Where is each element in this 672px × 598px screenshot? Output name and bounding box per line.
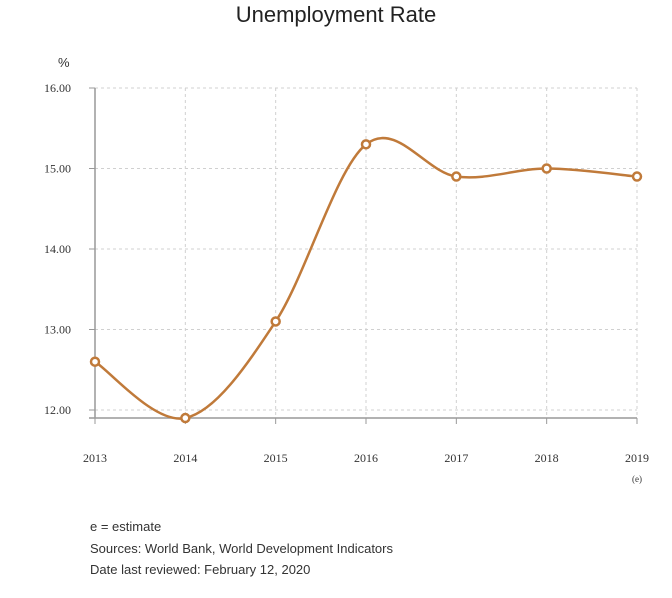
y-axis-unit: % <box>58 55 70 70</box>
x-tick-label: 2016 <box>354 451 378 465</box>
x-tick-label: 2014 <box>173 451 197 465</box>
y-tick-label: 15.00 <box>44 162 71 176</box>
x-ticks: 2013 2014 2015 2016 2017 2018 2019 (e) <box>83 451 649 484</box>
y-tick-label: 14.00 <box>44 242 71 256</box>
x-tick-label: 2019 <box>625 451 649 465</box>
data-point <box>180 412 191 424</box>
y-ticks: 12.00 13.00 14.00 15.00 16.00 <box>44 81 71 417</box>
x-tick-label: 2015 <box>264 451 288 465</box>
data-point <box>451 171 462 182</box>
reviewed-note: Date last reviewed: February 12, 2020 <box>90 562 311 577</box>
y-tick-label: 16.00 <box>44 81 71 95</box>
x-tick-label: 2017 <box>444 451 468 465</box>
axes <box>89 87 638 424</box>
y-tick-label: 12.00 <box>44 403 71 417</box>
x-tick-label: 2018 <box>535 451 559 465</box>
data-point <box>270 316 281 327</box>
chart-notes: e = estimate Sources: World Bank, World … <box>90 516 393 581</box>
chart-title: Unemployment Rate <box>235 2 437 27</box>
sources-note: Sources: World Bank, World Development I… <box>90 540 393 556</box>
data-point <box>631 171 643 182</box>
data-point <box>89 356 101 367</box>
data-points <box>89 139 643 424</box>
estimate-marker: (e) <box>632 474 642 484</box>
data-point <box>541 163 552 174</box>
y-tick-label: 13.00 <box>44 323 71 337</box>
data-point <box>360 139 372 150</box>
x-tick-label: 2013 <box>83 451 107 465</box>
grid <box>95 87 638 418</box>
estimate-note: e = estimate <box>90 519 162 534</box>
